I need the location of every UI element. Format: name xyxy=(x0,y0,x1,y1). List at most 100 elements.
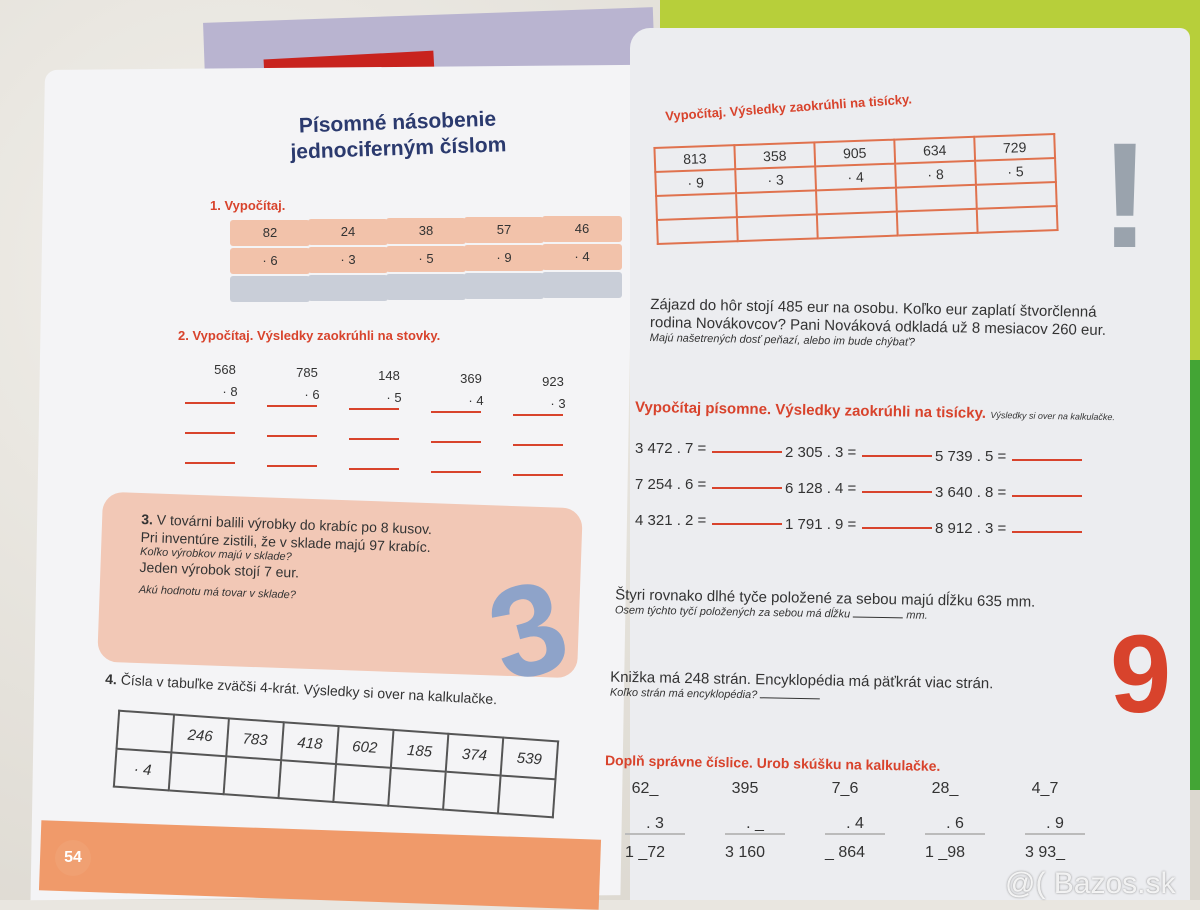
answer-line xyxy=(431,471,481,473)
result: 3 93_ xyxy=(1024,844,1066,861)
answer-cell xyxy=(656,217,738,244)
number: 568 xyxy=(214,362,236,377)
answer-line xyxy=(267,465,317,467)
number-cell: 634 xyxy=(894,136,976,164)
answer-line xyxy=(1012,495,1083,497)
answer-cell xyxy=(542,272,622,298)
multiplier-cell: · 8 xyxy=(895,160,976,188)
number-cell: 905 xyxy=(814,139,896,167)
result: 1 _72 xyxy=(624,844,666,861)
multiplier: . 9 xyxy=(1025,815,1085,835)
exercise-4-number: 4. xyxy=(104,670,118,688)
answer-cell xyxy=(278,760,336,802)
answer-line xyxy=(431,411,481,413)
answer-line xyxy=(862,527,933,529)
answer-line xyxy=(185,462,235,464)
answer-cell xyxy=(736,190,817,218)
exercise-2-label: 2. Vypočítaj. Výsledky zaokrúhli na stov… xyxy=(178,328,441,343)
exclamation-character: ! xyxy=(1100,111,1150,279)
answer-cell xyxy=(443,771,501,814)
multiplier: · 4 xyxy=(468,393,484,408)
answer-line xyxy=(349,408,399,410)
number: 785 xyxy=(296,365,318,380)
exercise-3-number: 3. xyxy=(140,510,154,528)
answer-cell xyxy=(896,208,978,236)
number-cell: 813 xyxy=(654,145,736,172)
equation: 3 472 . 7 = xyxy=(635,440,783,457)
page-number: 54 xyxy=(55,840,91,876)
right-page xyxy=(630,28,1190,900)
multiplier: . 3 xyxy=(625,815,685,835)
number: 395 xyxy=(731,780,759,797)
answer-cell xyxy=(308,275,388,301)
r-exercise-2: Zájazd do hôr stojí 485 eur na osobu. Ko… xyxy=(650,296,1107,352)
number-cell: 729 xyxy=(974,134,1056,161)
equation-text: 3 472 . 7 = xyxy=(635,440,707,457)
number: 369 xyxy=(460,371,482,386)
table-cell: 374 xyxy=(445,733,504,776)
equation-text: 3 640 . 8 = xyxy=(935,484,1007,501)
answer-line xyxy=(267,405,317,407)
answer-line xyxy=(712,487,783,489)
equation: 5 739 . 5 = xyxy=(935,448,1083,465)
note: Výsledky si over na kalkulačke. xyxy=(990,410,1116,423)
multiplier-cell: · 6 xyxy=(230,248,310,274)
answer-cell xyxy=(464,273,544,299)
number-cell: 358 xyxy=(734,142,816,170)
number-nine-character: 9 xyxy=(1110,613,1172,736)
table-cell: 783 xyxy=(226,718,284,761)
table-cell xyxy=(116,710,175,753)
number-cell: 57 xyxy=(464,217,544,243)
question: Koľko strán má encyklopédia? xyxy=(609,686,758,702)
answer-line xyxy=(185,402,235,404)
answer-cell xyxy=(388,767,446,810)
answer-cell xyxy=(230,276,310,302)
answer-cell xyxy=(895,184,977,212)
answer-line xyxy=(1012,531,1083,533)
multiplier-cell: · 9 xyxy=(464,245,544,271)
answer-line xyxy=(431,441,481,443)
number-cell: 24 xyxy=(308,219,388,245)
number-cell: 38 xyxy=(386,218,466,244)
answer-line xyxy=(513,444,563,446)
answer-cell xyxy=(223,756,282,799)
multiplier-cell: · 4 xyxy=(815,163,896,191)
result: _ 864 xyxy=(824,844,866,861)
answer-line xyxy=(862,455,933,457)
answer-line xyxy=(349,438,399,440)
table-cell: 602 xyxy=(336,726,394,768)
result: 3 160 xyxy=(724,844,766,861)
watermark: @( Bazos.sk xyxy=(1005,867,1176,900)
answer-line xyxy=(862,491,933,493)
answer-cell xyxy=(736,214,818,242)
answer-cell xyxy=(816,187,897,215)
page-title: Písomné násobenie jednociferným číslom xyxy=(289,106,507,166)
table-cell: 185 xyxy=(390,729,449,772)
answer-cell xyxy=(497,775,556,818)
equation: 6 128 . 4 = xyxy=(785,480,933,497)
multiplier: · 6 xyxy=(304,387,320,402)
multiplier-cell: · 4 xyxy=(542,244,622,270)
multiplier-cell: · 9 xyxy=(655,169,737,196)
equation-text: 4 321 . 2 = xyxy=(635,512,707,529)
r-exercise-1-table: 813 358 905 634 729 · 9 · 3 · 4 · 8 · 5 xyxy=(653,133,1058,245)
answer-cell xyxy=(168,752,227,795)
equation: 2 305 . 3 = xyxy=(785,444,933,461)
number: 148 xyxy=(378,368,400,383)
answer-cell xyxy=(656,193,737,220)
answer-cell xyxy=(975,182,1057,209)
answer-cell xyxy=(816,211,898,239)
number-cell: 46 xyxy=(542,216,622,242)
multiplier-cell: · 3 xyxy=(308,247,388,273)
equation: 8 912 . 3 = xyxy=(935,520,1083,537)
table-cell: 539 xyxy=(500,737,559,780)
multiplier-cell: · 5 xyxy=(975,158,1056,185)
multiplier: · 5 xyxy=(386,390,402,405)
row-label: · 4 xyxy=(113,748,172,791)
multiplier: . _ xyxy=(725,815,785,835)
multiplier: · 8 xyxy=(222,384,238,399)
answer-line xyxy=(712,451,783,453)
equation-text: 7 254 . 6 = xyxy=(635,476,707,493)
multiplier: . 6 xyxy=(925,815,985,835)
table-cell: 418 xyxy=(281,722,339,764)
